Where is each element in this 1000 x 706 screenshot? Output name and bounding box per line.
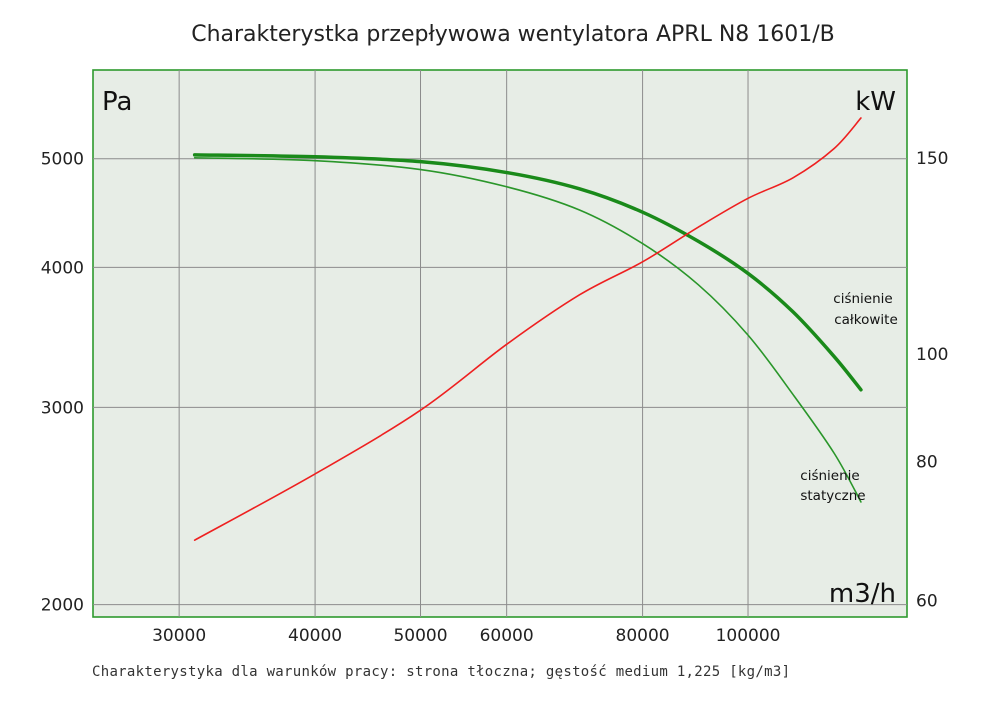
x-tick-label: 80000 — [616, 626, 670, 646]
y-left-tick-label: 3000 — [41, 398, 84, 418]
chart-title: Charakterystka przepływowa wentylatora A… — [191, 22, 835, 47]
series-line-total-pressure — [192, 153, 863, 392]
plot-area — [92, 69, 908, 618]
y-left-unit-label: Pa — [102, 87, 132, 117]
y-right-tick-label: 80 — [916, 453, 938, 473]
series-line-power — [193, 117, 862, 541]
series-label-total-line2: całkowite — [834, 312, 898, 328]
series-label-static-line1: ciśnienie — [800, 468, 859, 484]
series-label-static-line2: statyczne — [800, 488, 865, 504]
x-tick-label: 30000 — [152, 626, 206, 646]
chart-caption: Charakterystyka dla warunków pracy: stro… — [92, 664, 790, 680]
x-unit-label: m3/h — [829, 579, 896, 609]
x-tick-label: 60000 — [480, 626, 534, 646]
y-right-tick-label: 150 — [916, 149, 948, 169]
series-line-static-pressure — [193, 156, 862, 503]
y-left-tick-label: 4000 — [41, 258, 84, 278]
x-tick-label: 40000 — [288, 626, 342, 646]
y-right-unit-label: kW — [855, 87, 896, 117]
series-label-total-line1: ciśnienie — [833, 291, 892, 307]
x-tick-label: 100000 — [716, 626, 781, 646]
y-right-tick-label: 100 — [916, 345, 948, 365]
x-tick-label: 50000 — [393, 626, 447, 646]
y-left-tick-label: 2000 — [41, 596, 84, 616]
y-left-tick-label: 5000 — [41, 150, 84, 170]
y-right-tick-label: 60 — [916, 592, 938, 612]
